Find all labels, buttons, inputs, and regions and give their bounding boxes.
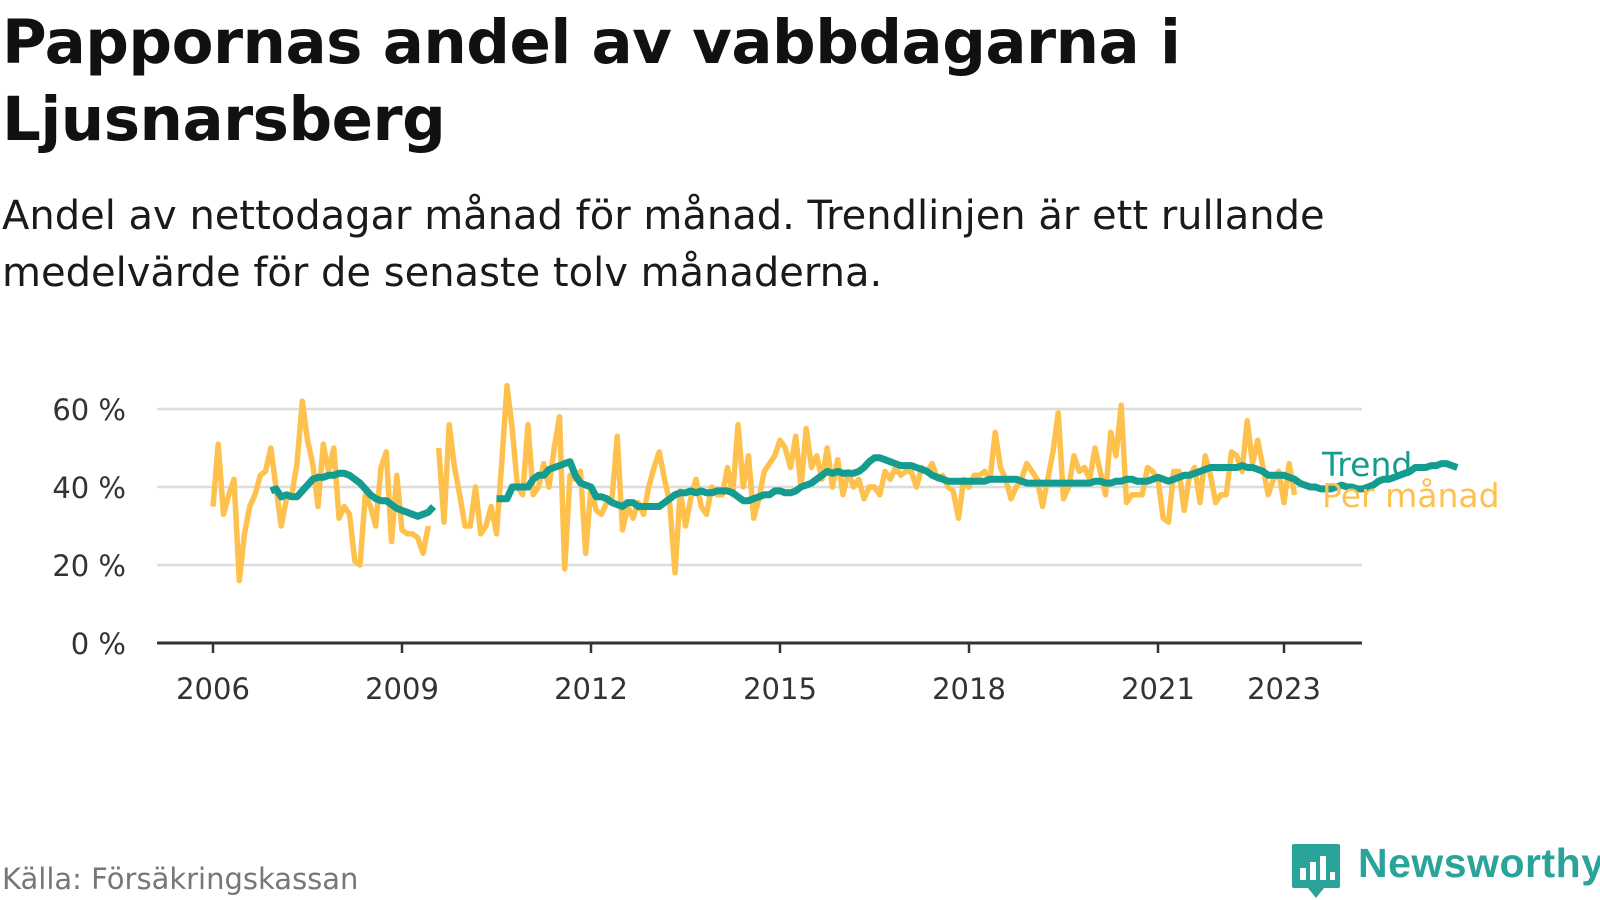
newsworthy-logo-text: Newsworthy xyxy=(1358,840,1600,886)
series-line-trend-segment-1 xyxy=(496,454,1459,510)
source-note: Källa: Försäkringskassan xyxy=(2,862,359,896)
series-line-per-manad-segment-0 xyxy=(210,398,431,584)
legend-label-per-manad: Per månad xyxy=(1322,476,1500,515)
x-tick-label: 2009 xyxy=(365,672,439,706)
x-tick-label: 2018 xyxy=(932,672,1006,706)
x-tick-label: 2012 xyxy=(554,672,628,706)
newsworthy-logo-icon xyxy=(1292,844,1340,898)
line-chart: 0 % 20 % 40 % 60 % 2006 2009 2012 2015 2018 2021 2… xyxy=(52,382,1500,706)
page-title: Pappornas andel av vabbdagarna i Ljusnar… xyxy=(2,7,1181,155)
y-tick-label: 40 % xyxy=(52,471,126,505)
y-tick-label: 60 % xyxy=(52,393,126,427)
x-tick-label: 2023 xyxy=(1247,672,1321,706)
x-tick-label: 2021 xyxy=(1121,672,1195,706)
newsworthy-logo: Newsworthy xyxy=(1290,840,1600,900)
chart-subtitle: Andel av nettodagar månad för månad. Tre… xyxy=(2,193,1325,296)
x-tick-label: 2015 xyxy=(743,672,817,706)
series-line-trend-segment-0 xyxy=(269,469,437,520)
y-tick-label: 20 % xyxy=(52,549,126,583)
y-tick-label: 0 % xyxy=(71,627,126,661)
legend-label-trend: Trend xyxy=(1321,445,1412,484)
x-tick-label: 2006 xyxy=(176,672,250,706)
